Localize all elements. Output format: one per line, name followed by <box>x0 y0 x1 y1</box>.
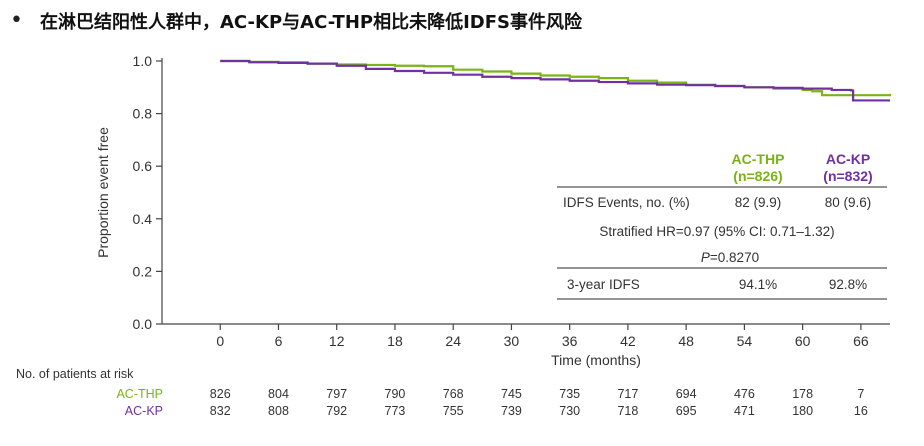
risk-cell: 768 <box>443 387 464 401</box>
stats-row3-v1: 94.1% <box>739 277 777 292</box>
stats-row1-v1: 82 (9.9) <box>735 195 782 210</box>
risk-row-label: AC-KP <box>125 404 163 418</box>
risk-table-title: No. of patients at risk <box>16 367 134 381</box>
stats-p: P=0.8270 <box>701 250 759 265</box>
risk-cell: 16 <box>854 404 868 418</box>
risk-cell: 792 <box>326 404 347 418</box>
stats-col2-n: (n=832) <box>823 168 872 184</box>
stats-p-label: P <box>701 250 710 265</box>
x-tick-label: 36 <box>562 333 578 349</box>
x-tick-label: 42 <box>620 333 636 349</box>
x-tick-label: 54 <box>737 333 753 349</box>
x-tick-label: 66 <box>853 333 869 349</box>
stats-row1-label: IDFS Events, no. (%) <box>563 195 690 210</box>
risk-cell: 745 <box>501 387 522 401</box>
series-line-ac-thp <box>220 59 892 97</box>
risk-cell: 773 <box>385 404 406 418</box>
risk-cell: 832 <box>210 404 231 418</box>
x-tick-label: 12 <box>329 333 345 349</box>
x-tick-label: 48 <box>678 333 694 349</box>
risk-cell: 790 <box>385 387 406 401</box>
risk-table: No. of patients at risk AC-THP 826 804 797 79… <box>16 367 868 418</box>
stats-row3-label: 3-year IDFS <box>567 277 640 292</box>
stats-col1-label: AC-THP <box>732 151 785 167</box>
stats-row1-v2: 80 (9.6) <box>825 195 872 210</box>
risk-cell: 804 <box>268 387 289 401</box>
stats-col2-label: AC-KP <box>826 151 870 167</box>
risk-cell: 694 <box>676 387 697 401</box>
risk-cell: 471 <box>734 404 755 418</box>
risk-cell: 7 <box>857 387 864 401</box>
y-tick-label: 0.8 <box>133 106 153 122</box>
risk-cell: 476 <box>734 387 755 401</box>
y-tick-label: 0.2 <box>133 263 153 279</box>
bullet-point: • <box>10 8 23 33</box>
risk-cell: 826 <box>210 387 231 401</box>
x-tick-label: 60 <box>795 333 811 349</box>
risk-cell: 718 <box>617 404 638 418</box>
risk-cell: 808 <box>268 404 289 418</box>
x-tick-label: 6 <box>275 333 283 349</box>
risk-cell: 717 <box>617 387 638 401</box>
x-tick-label: 30 <box>504 333 520 349</box>
x-tick-label: 24 <box>445 333 461 349</box>
risk-cell: 797 <box>326 387 347 401</box>
risk-cell: 730 <box>559 404 580 418</box>
y-axis-label: Proportion event free <box>95 127 111 258</box>
risk-cell: 178 <box>792 387 813 401</box>
axes: 0.0 0.2 0.4 0.6 0.8 1.0 0 6 12 18 24 30 36 42 48 54 60 66… <box>95 53 890 368</box>
y-tick-label: 0.6 <box>133 158 153 174</box>
risk-cell: 755 <box>443 404 464 418</box>
stats-box: AC-THP (n=826) AC-KP (n=832) IDFS Events… <box>557 151 887 300</box>
y-tick-label: 0.0 <box>133 316 153 332</box>
x-tick-label: 18 <box>387 333 403 349</box>
stats-p-value: =0.8270 <box>710 250 759 265</box>
y-tick-label: 1.0 <box>133 53 153 69</box>
risk-cell: 735 <box>559 387 580 401</box>
x-tick-label: 0 <box>216 333 224 349</box>
risk-cell: 180 <box>792 404 813 418</box>
stats-row3-v2: 92.8% <box>829 277 867 292</box>
risk-cell: 695 <box>676 404 697 418</box>
x-axis-label: Time (months) <box>551 352 641 368</box>
stats-col1-n: (n=826) <box>733 168 782 184</box>
y-tick-label: 0.4 <box>133 211 153 227</box>
risk-cell: 739 <box>501 404 522 418</box>
risk-row-label: AC-THP <box>116 387 163 401</box>
survival-curves <box>220 59 892 102</box>
slide-heading: 在淋巴结阳性人群中，AC-KP与AC-THP相比未降低IDFS事件风险 <box>40 12 582 33</box>
series-line-ac-kp <box>220 59 890 102</box>
stats-hr: Stratified HR=0.97 (95% CI: 0.71–1.32) <box>599 224 834 239</box>
